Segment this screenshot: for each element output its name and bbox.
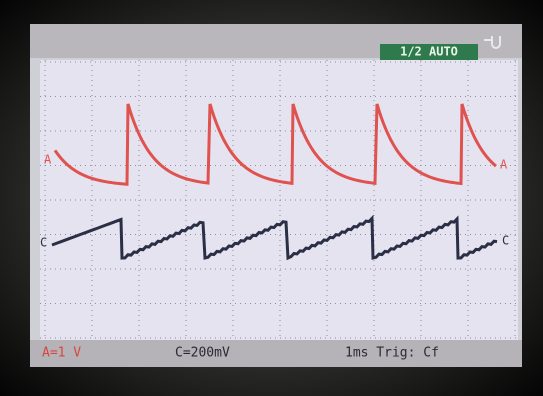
trace-a bbox=[53, 103, 497, 186]
bottom-bar bbox=[30, 340, 522, 367]
trace-a-marker: A bbox=[44, 153, 52, 167]
channel-c-scale: C=200mV bbox=[175, 346, 230, 361]
graticule bbox=[40, 60, 518, 340]
trace-c-marker: C bbox=[502, 234, 509, 248]
mode-label: 1/2 AUTO bbox=[400, 45, 458, 59]
power-icon bbox=[484, 36, 501, 49]
channel-a-scale: A=1 V bbox=[42, 346, 81, 361]
trace-c bbox=[51, 214, 498, 261]
trace-a-marker: A bbox=[500, 158, 508, 172]
graticule-area bbox=[40, 60, 518, 340]
trace-c-marker: C bbox=[40, 236, 47, 250]
mode-box bbox=[380, 44, 478, 60]
timebase: 1ms Trig: Cf bbox=[345, 346, 439, 361]
